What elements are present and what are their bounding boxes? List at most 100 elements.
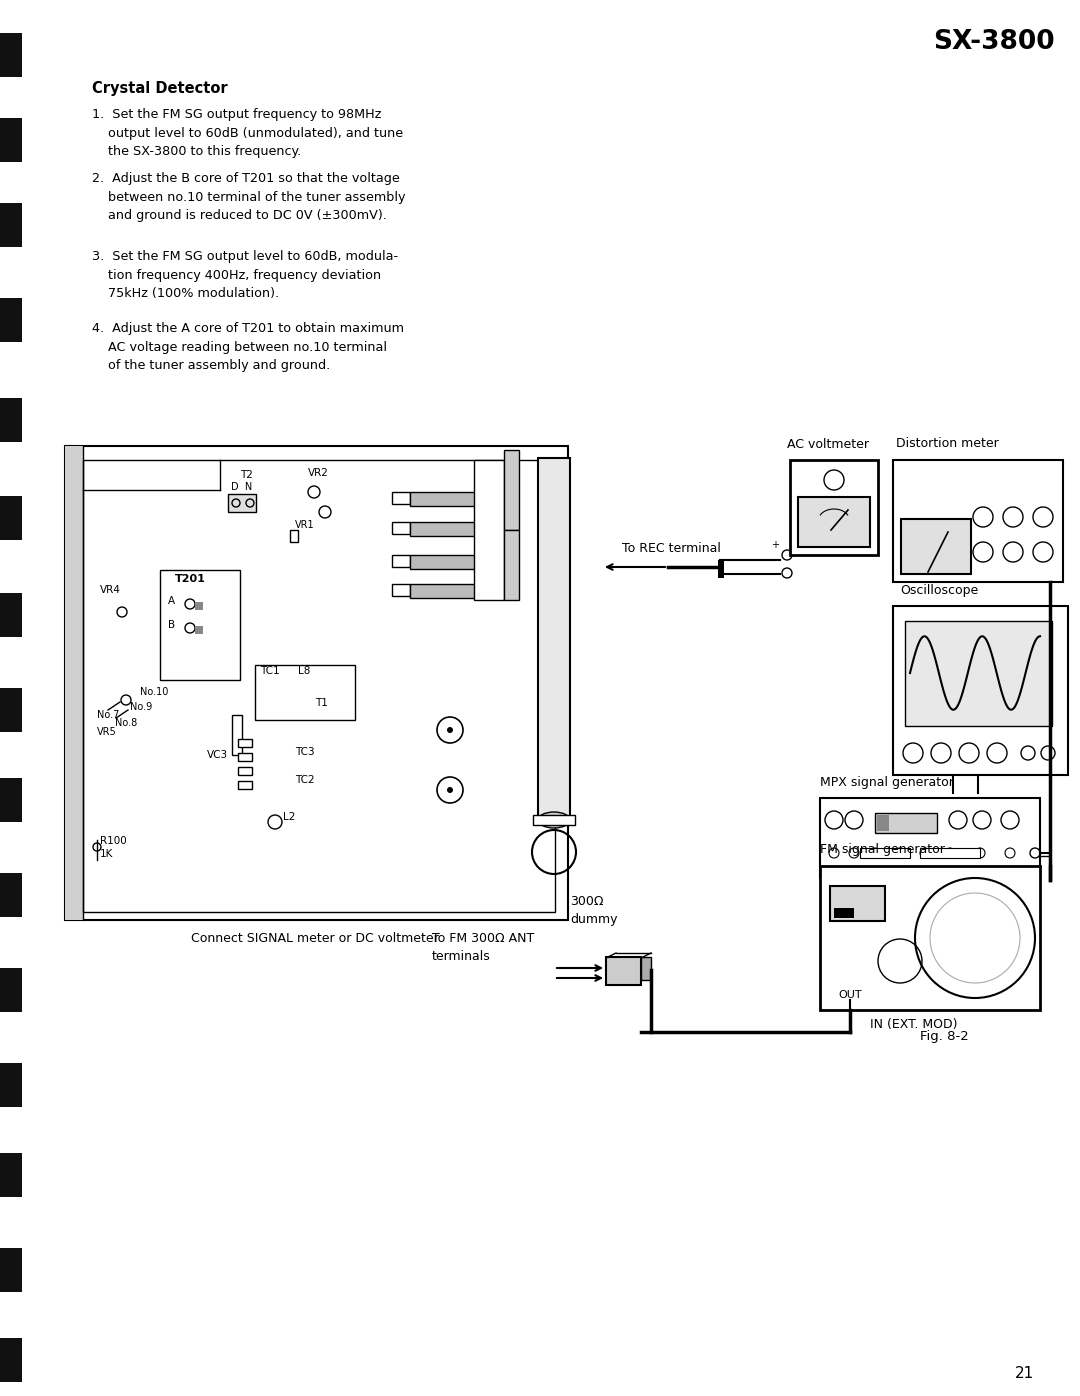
Bar xyxy=(0,1337,22,1382)
Bar xyxy=(831,886,885,921)
Text: No.8: No.8 xyxy=(114,718,137,727)
Bar xyxy=(504,530,519,600)
Text: 300Ω
dummy: 300Ω dummy xyxy=(570,895,618,926)
Bar xyxy=(905,621,1052,726)
Text: L2: L2 xyxy=(283,812,295,822)
Bar xyxy=(920,847,980,859)
Bar xyxy=(474,461,504,600)
Text: Oscilloscope: Oscilloscope xyxy=(900,584,978,597)
Text: Fig. 8-2: Fig. 8-2 xyxy=(920,1030,969,1043)
Text: TC2: TC2 xyxy=(295,775,314,785)
Bar xyxy=(195,602,203,610)
Bar xyxy=(875,812,937,833)
Bar xyxy=(255,664,355,720)
Bar xyxy=(893,606,1068,775)
Bar xyxy=(820,799,1040,878)
Bar xyxy=(0,398,22,443)
Bar xyxy=(820,866,1040,1009)
Text: R100: R100 xyxy=(100,836,126,846)
Bar xyxy=(0,778,22,822)
Text: 21: 21 xyxy=(1015,1367,1035,1381)
Text: No.10: No.10 xyxy=(140,687,168,697)
Text: 4.  Adjust the A core of T201 to obtain maximum
    AC voltage reading between n: 4. Adjust the A core of T201 to obtain m… xyxy=(92,322,404,371)
Bar xyxy=(410,491,475,505)
Bar xyxy=(642,958,651,980)
Bar xyxy=(0,1153,22,1196)
Bar xyxy=(228,494,256,512)
Text: IN (EXT. MOD): IN (EXT. MOD) xyxy=(870,1018,958,1032)
Text: VR5: VR5 xyxy=(97,727,117,737)
Text: A: A xyxy=(168,596,175,606)
Bar xyxy=(0,202,22,247)
Text: 3.  Set the FM SG output level to 60dB, modula-
    tion frequency 400Hz, freque: 3. Set the FM SG output level to 60dB, m… xyxy=(92,250,399,300)
Bar xyxy=(0,119,22,162)
Text: Connect SIGNAL meter or DC voltmeter: Connect SIGNAL meter or DC voltmeter xyxy=(191,931,438,945)
Text: T201: T201 xyxy=(175,574,206,584)
Text: No.7: No.7 xyxy=(97,711,120,720)
Bar xyxy=(238,752,252,761)
Ellipse shape xyxy=(538,812,570,828)
Bar xyxy=(860,847,910,859)
Bar xyxy=(238,738,252,747)
Text: T1: T1 xyxy=(315,698,328,708)
Text: VR2: VR2 xyxy=(308,468,328,477)
Bar xyxy=(0,872,22,917)
Bar xyxy=(0,1248,22,1293)
Bar xyxy=(392,522,410,535)
Text: TC1: TC1 xyxy=(260,666,280,676)
Text: No.9: No.9 xyxy=(130,702,152,712)
Text: Distortion meter: Distortion meter xyxy=(896,437,999,450)
Bar xyxy=(195,625,203,634)
Bar xyxy=(0,297,22,342)
Bar xyxy=(798,497,870,547)
Bar xyxy=(718,560,724,578)
Bar xyxy=(0,496,22,540)
Text: VR1: VR1 xyxy=(295,519,314,530)
Bar xyxy=(392,556,410,567)
Text: AC voltmeter: AC voltmeter xyxy=(787,438,869,451)
Text: D  N: D N xyxy=(231,482,253,491)
Bar xyxy=(0,1062,22,1107)
Bar xyxy=(410,584,475,597)
Bar xyxy=(238,766,252,775)
Bar xyxy=(410,556,475,570)
Bar xyxy=(834,907,854,919)
Bar xyxy=(0,967,22,1012)
Bar xyxy=(291,530,298,542)
Text: VR4: VR4 xyxy=(100,585,121,595)
Bar xyxy=(392,491,410,504)
Text: -: - xyxy=(773,570,777,579)
Bar xyxy=(606,958,642,986)
Bar xyxy=(238,780,252,789)
Text: OUT: OUT xyxy=(838,990,862,1000)
Bar xyxy=(901,519,971,574)
Bar xyxy=(232,715,242,755)
Text: 2.  Adjust the B core of T201 so that the voltage
    between no.10 terminal of : 2. Adjust the B core of T201 so that the… xyxy=(92,172,405,222)
Text: FM signal generator: FM signal generator xyxy=(820,843,945,856)
Bar xyxy=(83,461,555,912)
Text: T2: T2 xyxy=(241,470,254,480)
Bar xyxy=(893,461,1063,582)
Text: Crystal Detector: Crystal Detector xyxy=(92,81,228,95)
Bar xyxy=(0,593,22,637)
Bar xyxy=(504,450,519,530)
Text: TC3: TC3 xyxy=(295,747,314,757)
Bar xyxy=(538,458,570,819)
Circle shape xyxy=(447,787,453,793)
Text: VC3: VC3 xyxy=(207,750,228,759)
Text: 1.  Set the FM SG output frequency to 98MHz
    output level to 60dB (unmodulate: 1. Set the FM SG output frequency to 98M… xyxy=(92,107,403,158)
Bar xyxy=(0,34,22,77)
Text: B: B xyxy=(168,620,175,630)
Text: To REC terminal: To REC terminal xyxy=(622,542,720,556)
Text: L8: L8 xyxy=(298,666,310,676)
Text: +: + xyxy=(771,540,779,550)
Bar xyxy=(65,445,568,920)
Bar xyxy=(65,445,83,920)
Text: SX-3800: SX-3800 xyxy=(933,29,1055,54)
Bar xyxy=(789,461,878,556)
Text: MPX signal generator: MPX signal generator xyxy=(820,776,954,789)
Circle shape xyxy=(447,727,453,733)
Text: To FM 300Ω ANT
terminals: To FM 300Ω ANT terminals xyxy=(432,931,535,963)
Bar xyxy=(877,815,889,831)
Bar xyxy=(410,522,475,536)
